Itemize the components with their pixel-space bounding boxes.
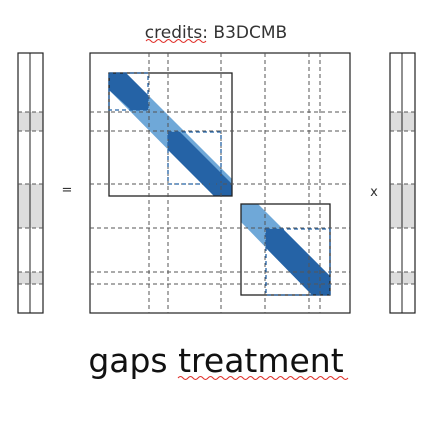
spellcheck-underline-credits — [145, 39, 207, 43]
credits-value: B3DCMB — [213, 23, 287, 43]
block1-subblock-outline-a — [108, 72, 149, 111]
equals-sign: = — [62, 183, 73, 198]
left-vector — [17, 52, 44, 314]
credits-label: credits — [145, 23, 203, 43]
block1-subblock-outline-b — [167, 131, 222, 185]
block2-subblock-outline — [265, 228, 331, 296]
right-vector — [389, 52, 416, 314]
caption-title: gaps treatment — [88, 341, 343, 380]
credits-text: credits: B3DCMB — [145, 23, 287, 43]
credits-separator: : — [202, 23, 213, 43]
times-sign: x — [370, 185, 378, 200]
block1-dark-part-a — [109, 73, 148, 110]
block1-dark-part-b — [168, 132, 232, 196]
spellcheck-underline-caption — [177, 376, 349, 380]
matrix — [89, 52, 351, 314]
block2-dark-part — [266, 229, 330, 295]
block1-outline — [108, 72, 233, 197]
